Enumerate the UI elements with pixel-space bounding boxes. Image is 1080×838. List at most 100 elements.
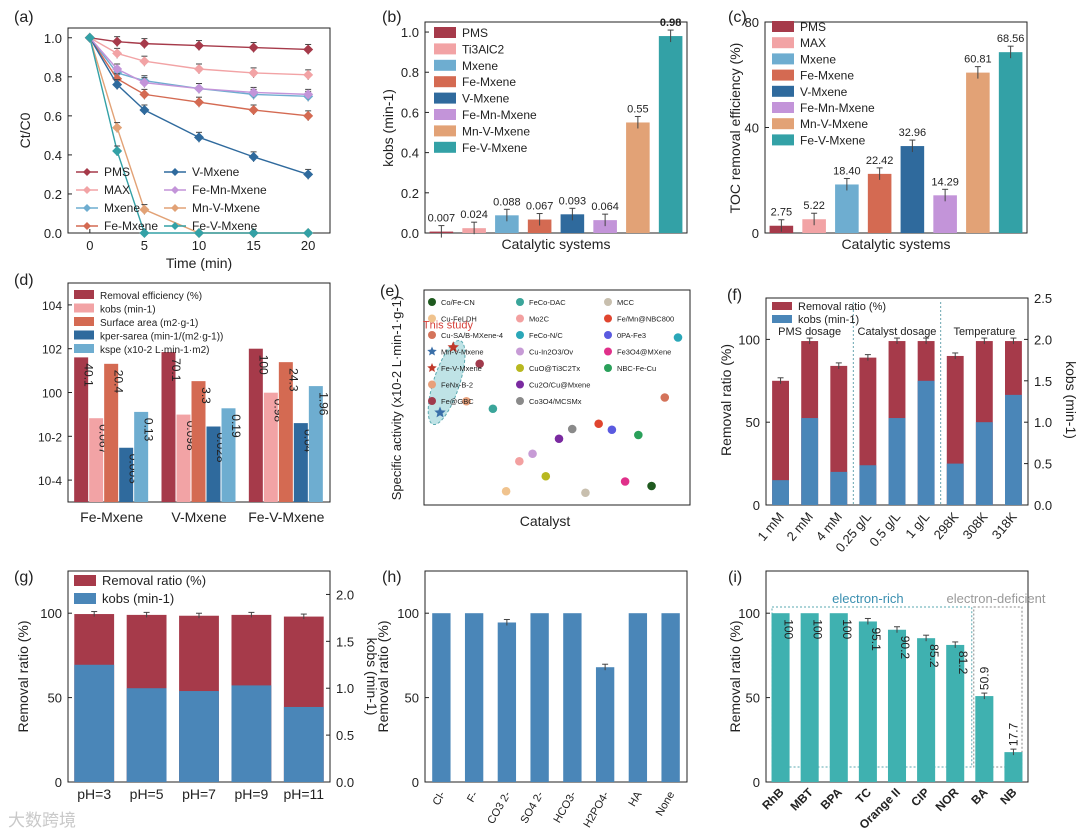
c-legend-swatch [772,53,794,65]
a-data-point [139,228,150,238]
a-legend-marker [171,168,179,176]
g-y2tick-label: 0.0 [336,775,354,790]
a-data-point [303,69,314,80]
d-legend-label: Surface area (m2·g-1) [100,318,198,329]
b-legend-swatch [434,43,456,55]
b-bar [527,219,552,233]
d-category-label: Fe-Mxene [80,509,143,525]
b-legend-swatch [434,125,456,137]
a-data-point [248,151,259,162]
e-legend-label: MCC [617,298,635,307]
a-data-point [248,87,259,98]
d-legend-label: Removal efficiency (%) [100,291,202,302]
f-category-label: 1 g/L [902,509,932,541]
c-bar [802,219,826,233]
a-legend-label: Mxene [104,201,140,215]
a-series-line [89,37,309,51]
e-data-point [462,396,471,406]
e-legend-marker [516,331,524,339]
c-bar-label: 32.96 [899,127,927,139]
c-legend-label: Mxene [800,52,836,66]
a-data-point [248,228,259,238]
i-bar-label: 95.1 [869,627,883,651]
g-category-label: pH=7 [182,786,216,802]
a-data-point [139,38,150,49]
e-legend-marker [604,314,612,323]
a-series-line [89,37,309,96]
i-ylabel: Removal ratio (%) [727,620,743,732]
a-data-point [194,97,204,108]
f-y2tick-label: 2.0 [1034,332,1052,347]
e-data-point [634,430,643,440]
e-data-point [581,488,590,498]
a-data-point [303,228,314,238]
c-legend-swatch [772,69,794,81]
i-category-label: CIP [908,785,932,809]
i-bar-label: 100 [811,619,825,639]
h-category-label: Cl- [431,789,449,807]
d-bar-label: 100 [256,355,270,375]
i-category-label: TC [853,785,874,806]
c-legend-label: Fe-Mn-Mxene [800,101,875,115]
e-ylabel: Specific activity (x10-2 L·min-1·g-1) [389,296,404,500]
b-legend-swatch [434,27,456,38]
a-data-point [248,105,259,115]
d-category-label: Fe-V-Mxene [248,509,324,525]
e-highlight-ellipse [427,339,466,426]
b-legend-swatch [434,109,456,120]
d-bar-label: 24.3 [286,368,300,392]
g-legend-label: kobs (min-1) [102,591,174,606]
h-category-label: F- [465,789,481,804]
b-xlabel: Catalytic systems [502,236,611,252]
e-legend-marker [604,298,612,306]
e-data-point [673,333,683,342]
a-ytick-label: 0.6 [44,109,62,124]
d-legend-label: kspe (x10-2 L·min-1·m2) [100,345,209,356]
a-data-point [112,79,123,90]
e-legend-label: 0PA-Fe3 [617,331,646,340]
h-ytick-label: 100 [397,606,419,621]
b-legend-label: PMS [462,26,488,40]
a-legend-marker [83,168,91,176]
a-data-point [139,204,150,215]
b-ytick-label: 0.2 [401,186,419,201]
b-legend-label: Fe-V-Mxene [462,141,528,155]
i-bar-label: 90.2 [898,636,912,660]
i-bar [771,613,790,782]
b-bar-label: 0.55 [627,103,648,115]
watermark: 大数跨境 [8,811,76,831]
a-data-point [303,44,314,55]
e-legend-marker [428,331,436,339]
d-bar [134,411,149,502]
a-data-point [139,89,150,100]
f-kobs-bar [917,380,935,505]
i-group-box-deficient [973,606,1023,768]
a-data-point [194,83,204,94]
f-category-label: 0.5 g/L [866,509,903,549]
a-series-line [89,37,309,234]
i-category-label: BPA [818,785,845,812]
c-legend-swatch [772,21,794,32]
f-kobs-bar [888,418,906,505]
b-legend-label: Fe-Mxene [462,75,516,89]
i-category-label: NOR [933,785,962,814]
c-legend-label: Fe-Mxene [800,69,854,83]
e-legend-label: CuO@Ti3C2Tx [529,364,580,373]
g-legend-swatch [74,593,96,604]
e-legend-marker [604,364,612,372]
e-legend-label: Cu-In2O3/Ov [529,348,573,357]
d-bar-label: 70.1 [169,358,183,382]
e-data-point [515,456,524,466]
e-legend-marker [604,331,612,339]
i-group-label: electron-rich [832,591,904,606]
e-legend-label: Co3O4/MCSMx [529,397,582,406]
b-legend-label: Fe-Mn-Mxene [462,108,537,122]
g-category-label: pH=9 [234,786,268,802]
a-xlabel: Time (min) [166,255,232,271]
d-bar [206,426,221,502]
c-bar-label: 68.56 [997,33,1025,45]
a-legend-marker [171,222,179,230]
d-ytick-label: 104 [42,299,62,313]
a-data-point [112,64,123,74]
i-ytick-label: 50 [746,691,760,706]
